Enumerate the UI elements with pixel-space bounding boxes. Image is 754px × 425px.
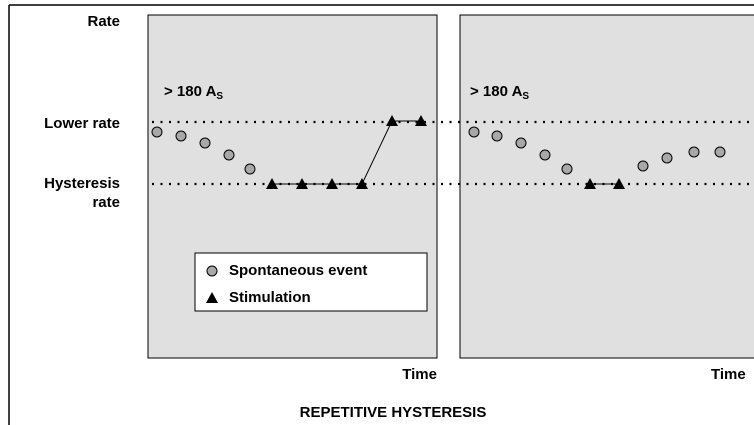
x-label: Time bbox=[402, 366, 437, 383]
stim-line bbox=[272, 120, 421, 185]
lower-rate-label: Lower rate bbox=[44, 115, 120, 132]
hysteresis-label: Hysteresis bbox=[44, 175, 120, 192]
events bbox=[151, 126, 726, 175]
caption: REPETITIVE HYSTERESIS bbox=[300, 404, 487, 421]
stimulations bbox=[266, 115, 625, 189]
legend-triangle bbox=[206, 292, 218, 303]
panel bbox=[459, 14, 754, 359]
x-label: Time bbox=[711, 366, 746, 383]
threshold: > 180 AS bbox=[164, 83, 223, 102]
legend-dot bbox=[206, 265, 218, 277]
hysteresis-label: rate bbox=[92, 194, 120, 211]
legend-label: Spontaneous event bbox=[229, 262, 367, 279]
legend bbox=[194, 252, 428, 312]
axis-label: Rate bbox=[87, 13, 120, 30]
threshold: > 180 AS bbox=[470, 83, 529, 102]
legend-label: Stimulation bbox=[229, 289, 311, 306]
